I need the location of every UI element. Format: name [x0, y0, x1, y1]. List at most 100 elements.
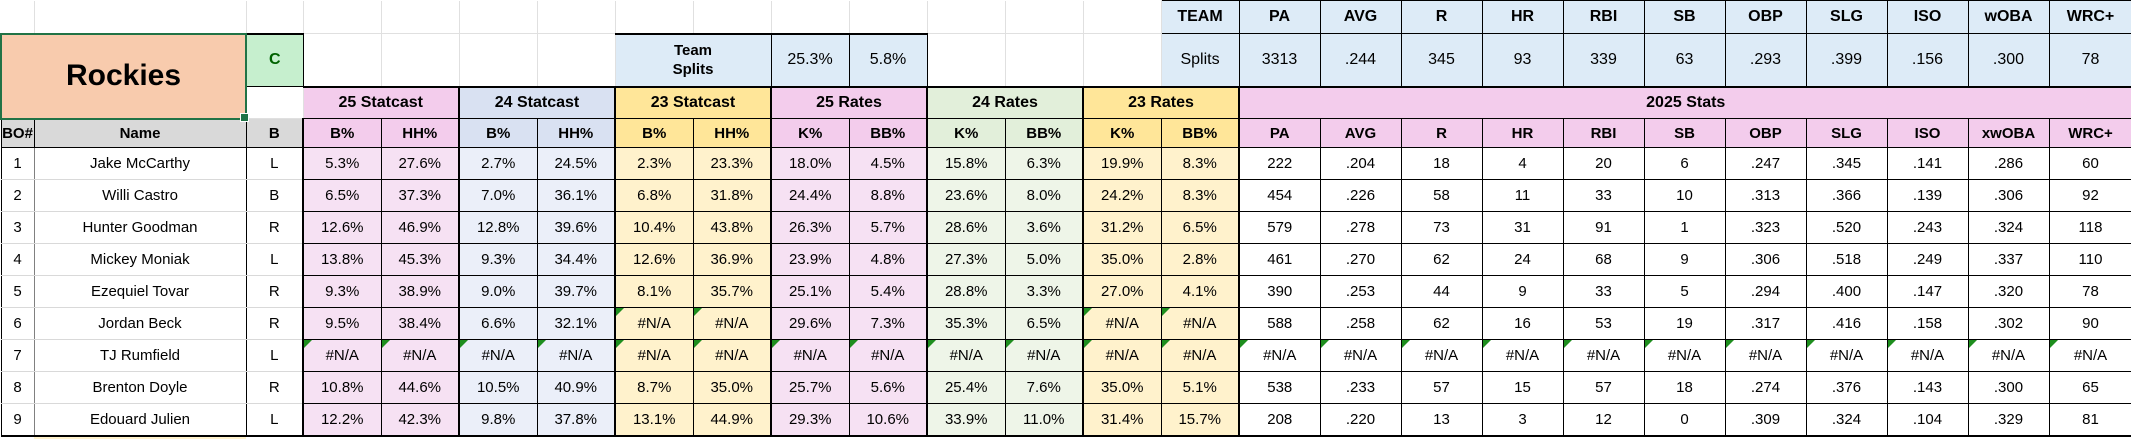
stat-cell[interactable]: .226: [1319, 179, 1402, 212]
empty-cell[interactable]: [1005, 0, 1084, 34]
pct-cell[interactable]: 43.8%: [692, 211, 772, 244]
pct-cell[interactable]: 29.6%: [770, 307, 850, 340]
statcast-column-header[interactable]: B%: [614, 118, 694, 148]
pct-cell[interactable]: 4.5%: [848, 147, 928, 180]
pct-cell[interactable]: 7.0%: [458, 179, 538, 212]
stat-cell[interactable]: .337: [1967, 243, 2050, 276]
pct-cell[interactable]: 5.4%: [848, 275, 928, 308]
row-number-cell[interactable]: 2: [0, 179, 35, 212]
pct-cell[interactable]: 31.4%: [1082, 403, 1162, 437]
stat-cell[interactable]: 9: [1643, 243, 1726, 276]
stat-cell[interactable]: .141: [1886, 147, 1969, 180]
group-header[interactable]: 23 Statcast: [614, 85, 772, 119]
stat-cell[interactable]: 10: [1643, 179, 1726, 212]
stat-cell[interactable]: .253: [1319, 275, 1402, 308]
stat-cell[interactable]: 4: [1481, 147, 1564, 180]
stat-cell[interactable]: 11: [1481, 179, 1564, 212]
pct-cell[interactable]: 35.0%: [1082, 371, 1162, 404]
pct-cell[interactable]: #N/A: [380, 339, 460, 372]
team-stat-cell[interactable]: 345: [1400, 33, 1483, 87]
statcast-column-header[interactable]: HH%: [380, 118, 460, 148]
pct-cell[interactable]: 25.4%: [926, 371, 1006, 404]
pct-cell[interactable]: 11.0%: [1004, 403, 1084, 437]
stat-cell[interactable]: 454: [1238, 179, 1321, 212]
pct-cell[interactable]: 44.6%: [380, 371, 460, 404]
pct-cell[interactable]: 5.7%: [848, 211, 928, 244]
group-header[interactable]: 24 Statcast: [458, 85, 616, 119]
stat-cell[interactable]: 65: [2048, 371, 2131, 404]
pct-cell[interactable]: 12.6%: [302, 211, 382, 244]
pct-cell[interactable]: 36.9%: [692, 243, 772, 276]
bats-cell[interactable]: R: [246, 275, 303, 308]
stat-cell[interactable]: 53: [1562, 307, 1645, 340]
stat-cell[interactable]: #N/A: [1724, 339, 1807, 372]
pct-cell[interactable]: 31.8%: [692, 179, 772, 212]
stat-cell[interactable]: 57: [1400, 371, 1483, 404]
player-name-cell[interactable]: Jordan Beck: [34, 307, 247, 340]
stat-cell[interactable]: 3: [1481, 403, 1564, 437]
pct-cell[interactable]: 8.8%: [848, 179, 928, 212]
stat-cell[interactable]: .323: [1724, 211, 1807, 244]
stat-cell[interactable]: 15: [1481, 371, 1564, 404]
bats-cell[interactable]: L: [246, 403, 303, 437]
player-name-cell[interactable]: Mickey Moniak: [34, 243, 247, 276]
stat-cell[interactable]: 588: [1238, 307, 1321, 340]
pct-cell[interactable]: 28.6%: [926, 211, 1006, 244]
stat-cell[interactable]: 44: [1400, 275, 1483, 308]
pct-cell[interactable]: #N/A: [1004, 339, 1084, 372]
pct-cell[interactable]: 6.5%: [1160, 211, 1240, 244]
row-number-cell[interactable]: 6: [0, 307, 35, 340]
pct-cell[interactable]: 26.3%: [770, 211, 850, 244]
pct-cell[interactable]: 6.3%: [1004, 147, 1084, 180]
bats-cell[interactable]: L: [246, 147, 303, 180]
stat-cell[interactable]: .158: [1886, 307, 1969, 340]
team-stat-cell[interactable]: .156: [1886, 33, 1969, 87]
empty-cell[interactable]: [303, 33, 382, 87]
pct-cell[interactable]: 12.2%: [302, 403, 382, 437]
stats-column-header[interactable]: AVG: [1319, 118, 1402, 148]
rates-column-header[interactable]: BB%: [848, 118, 928, 148]
stat-cell[interactable]: 16: [1481, 307, 1564, 340]
pct-cell[interactable]: 39.7%: [536, 275, 616, 308]
pct-cell[interactable]: 6.8%: [614, 179, 694, 212]
empty-cell[interactable]: [246, 0, 304, 34]
pct-cell[interactable]: 28.8%: [926, 275, 1006, 308]
team-stat-cell[interactable]: 3313: [1238, 33, 1321, 87]
row-number-cell[interactable]: 9: [0, 403, 35, 437]
stat-cell[interactable]: .278: [1319, 211, 1402, 244]
pct-cell[interactable]: 37.8%: [536, 403, 616, 437]
row-number-cell[interactable]: 3: [0, 211, 35, 244]
stat-cell[interactable]: .233: [1319, 371, 1402, 404]
group-header[interactable]: 24 Rates: [926, 85, 1084, 119]
bats-cell[interactable]: R: [246, 307, 303, 340]
stat-cell[interactable]: #N/A: [1400, 339, 1483, 372]
empty-cell[interactable]: [693, 0, 772, 34]
team-stat-cell[interactable]: 93: [1481, 33, 1564, 87]
pct-cell[interactable]: #N/A: [848, 339, 928, 372]
stat-cell[interactable]: .317: [1724, 307, 1807, 340]
stat-cell[interactable]: 0: [1643, 403, 1726, 437]
stat-cell[interactable]: #N/A: [1805, 339, 1888, 372]
player-name-cell[interactable]: Brenton Doyle: [34, 371, 247, 404]
stat-cell[interactable]: .104: [1886, 403, 1969, 437]
stat-cell[interactable]: 12: [1562, 403, 1645, 437]
pct-cell[interactable]: 9.3%: [458, 243, 538, 276]
rates-column-header[interactable]: K%: [770, 118, 850, 148]
bats-cell[interactable]: L: [246, 243, 303, 276]
pct-cell[interactable]: 23.6%: [926, 179, 1006, 212]
row-number-cell[interactable]: 1: [0, 147, 35, 180]
empty-cell[interactable]: [303, 0, 382, 34]
team-stat-cell[interactable]: 339: [1562, 33, 1645, 87]
pct-cell[interactable]: 3.3%: [1004, 275, 1084, 308]
empty-cell[interactable]: [1083, 33, 1162, 87]
pct-cell[interactable]: 45.3%: [380, 243, 460, 276]
pct-cell[interactable]: 25.1%: [770, 275, 850, 308]
stat-cell[interactable]: 222: [1238, 147, 1321, 180]
empty-cell[interactable]: [927, 0, 1006, 34]
stat-cell[interactable]: 110: [2048, 243, 2131, 276]
pct-cell[interactable]: 8.3%: [1160, 179, 1240, 212]
pct-cell[interactable]: 32.1%: [536, 307, 616, 340]
stat-cell[interactable]: .306: [1967, 179, 2050, 212]
team-stat-cell[interactable]: 63: [1643, 33, 1726, 87]
stat-cell[interactable]: .324: [1967, 211, 2050, 244]
